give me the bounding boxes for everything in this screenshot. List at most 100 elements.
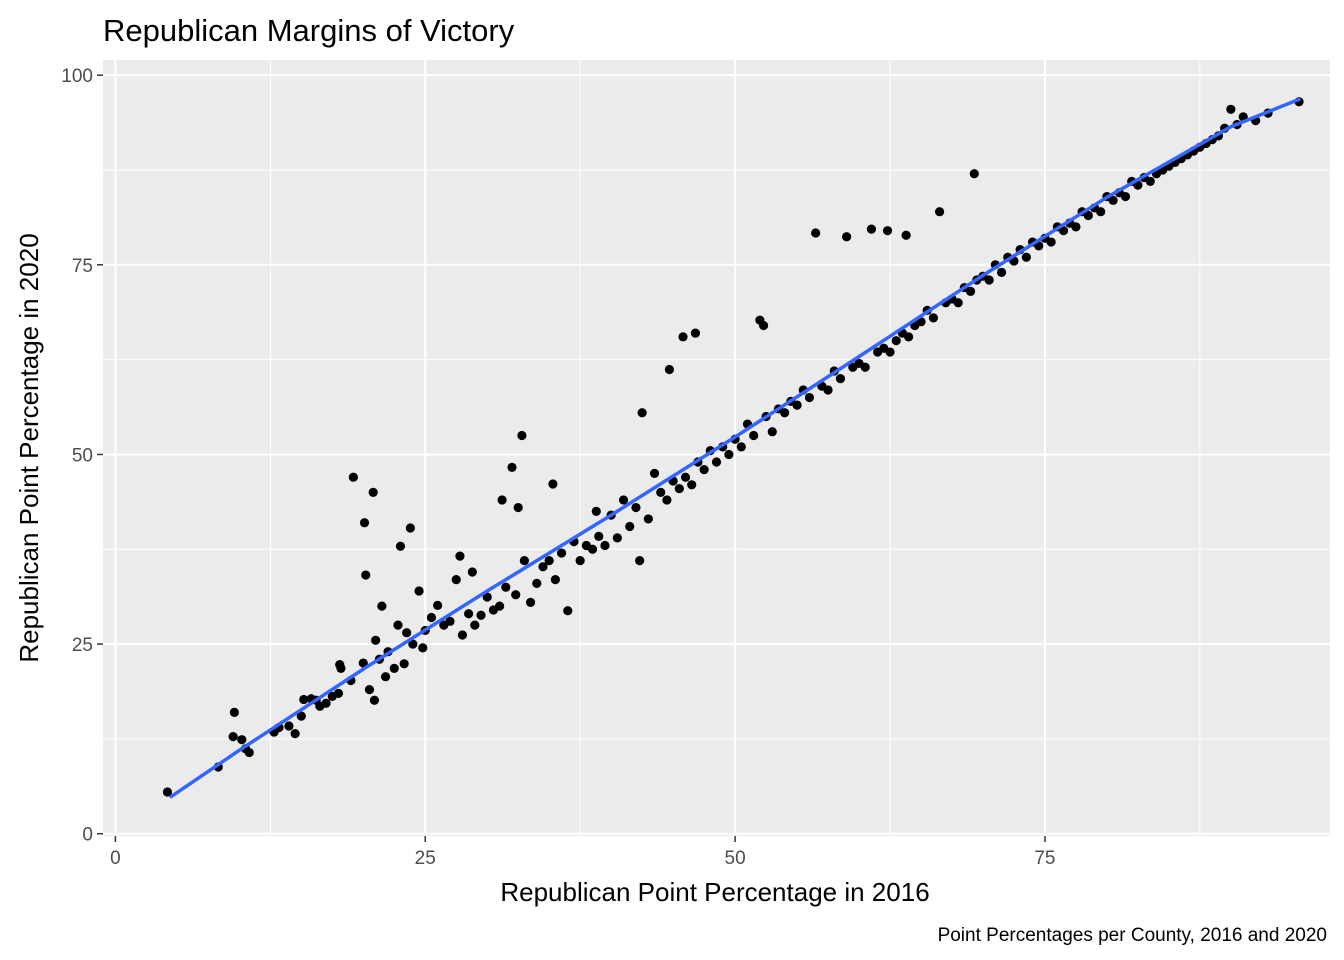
data-point (823, 385, 833, 395)
data-point (464, 609, 474, 619)
data-point (229, 707, 239, 717)
data-point (1046, 237, 1056, 247)
data-point (656, 487, 666, 497)
data-point (600, 540, 610, 551)
data-point (426, 612, 437, 623)
data-point (290, 728, 300, 739)
x-tick-label: 75 (1034, 848, 1055, 869)
data-point (811, 228, 821, 238)
data-point (643, 514, 653, 524)
data-point (507, 462, 517, 472)
x-axis-title: Republican Point Percentage in 2016 (500, 877, 929, 907)
data-point (451, 575, 461, 585)
data-point (418, 643, 428, 653)
data-point (321, 698, 331, 708)
data-point (380, 672, 391, 682)
y-tick-label: 0 (82, 825, 93, 846)
data-point (511, 590, 521, 600)
data-point (664, 364, 675, 375)
data-point (244, 747, 254, 758)
data-point (631, 502, 641, 513)
data-point (414, 586, 424, 596)
data-point (455, 551, 465, 561)
data-point (1096, 207, 1106, 217)
data-point (637, 408, 647, 418)
data-point (482, 592, 492, 602)
data-point (674, 483, 684, 494)
data-point (780, 408, 790, 418)
data-point (519, 556, 529, 566)
data-point (368, 487, 378, 497)
data-point (336, 663, 346, 673)
data-point (1083, 210, 1093, 221)
data-point (965, 286, 976, 296)
data-point (237, 735, 247, 745)
data-point (1108, 195, 1118, 205)
data-point (495, 601, 505, 611)
data-point (364, 684, 375, 695)
data-point (612, 533, 622, 543)
data-point (348, 472, 358, 482)
y-axis-ticks: 0 25 50 75 100 (61, 66, 103, 846)
data-point (953, 298, 963, 308)
data-point (470, 620, 480, 630)
data-point (928, 313, 938, 323)
data-point (842, 232, 852, 242)
data-point (680, 472, 691, 482)
data-point (690, 328, 701, 338)
data-point (901, 230, 911, 240)
data-point (457, 630, 468, 640)
data-point (556, 548, 567, 558)
data-point (399, 659, 409, 669)
chart-title: Republican Margins of Victory (103, 13, 515, 48)
data-point (333, 688, 344, 698)
data-point (649, 468, 660, 479)
minor-gridlines (103, 60, 1330, 836)
data-point (575, 556, 585, 566)
x-tick-label: 25 (415, 848, 436, 869)
data-point (835, 373, 846, 384)
data-point (467, 567, 477, 577)
data-point (405, 523, 415, 533)
data-point (699, 465, 709, 475)
data-point (594, 531, 604, 541)
chart-caption: Point Percentages per County, 2016 and 2… (938, 925, 1327, 946)
data-point (284, 721, 294, 731)
data-point (358, 658, 368, 668)
data-point (934, 207, 945, 217)
y-tick-label: 50 (72, 445, 93, 466)
data-point (984, 275, 994, 285)
data-point (402, 628, 412, 638)
data-point (904, 332, 914, 342)
data-point (359, 518, 370, 528)
data-point (550, 575, 560, 585)
data-point (758, 320, 769, 331)
data-point (445, 616, 455, 626)
x-axis-ticks: 0 25 50 75 (110, 836, 1056, 869)
data-point (625, 521, 635, 532)
data-point (377, 601, 387, 611)
data-point (369, 695, 380, 705)
data-point (736, 442, 746, 452)
data-point (433, 600, 443, 610)
data-point (635, 556, 645, 566)
data-point (678, 332, 688, 342)
data-point (563, 606, 573, 616)
data-point (299, 694, 309, 705)
y-tick-label: 75 (72, 256, 93, 277)
data-point (749, 430, 759, 441)
data-point (724, 449, 734, 460)
data-point (162, 787, 173, 797)
data-point (501, 582, 511, 592)
data-point (1120, 191, 1131, 202)
x-tick-label: 50 (725, 848, 746, 869)
major-gridlines (103, 60, 1330, 836)
data-point (393, 620, 403, 630)
data-point (296, 711, 306, 721)
data-point (1226, 104, 1236, 114)
data-point (1021, 252, 1031, 262)
trend-line (169, 97, 1301, 799)
data-point (497, 495, 507, 505)
data-point (532, 578, 542, 589)
y-tick-label: 25 (72, 635, 93, 656)
